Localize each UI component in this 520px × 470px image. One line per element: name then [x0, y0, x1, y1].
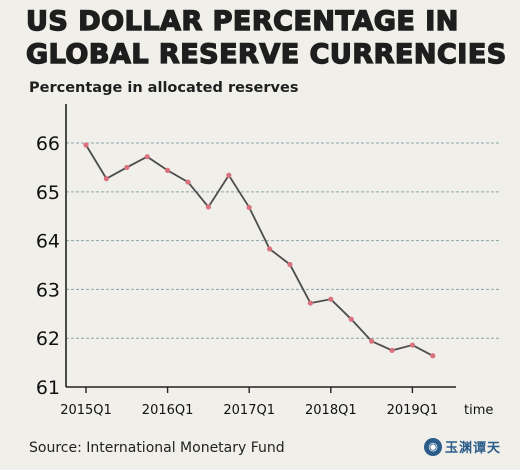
data-point — [165, 167, 171, 173]
logo-mark-icon: ◉ — [424, 437, 442, 456]
data-point — [205, 204, 211, 210]
data-point — [409, 342, 415, 348]
data-point — [144, 154, 150, 160]
data-point — [287, 261, 293, 268]
data-point — [246, 204, 252, 211]
source-note: Source: International Monetary Fund — [29, 440, 285, 456]
x-axis-label: time — [464, 403, 493, 418]
y-tick-label: 61 — [36, 377, 60, 399]
y-tick-label: 64 — [36, 231, 60, 253]
y-tick-label: 63 — [36, 279, 60, 301]
data-point — [348, 316, 354, 322]
x-tick-label: 2018Q1 — [305, 403, 357, 418]
data-point — [83, 142, 89, 148]
data-point — [185, 179, 191, 185]
data-point — [328, 296, 334, 302]
data-point — [430, 353, 436, 359]
chart-title-line-1: US DOLLAR PERCENTAGE IN — [25, 6, 459, 37]
data-point — [124, 164, 130, 171]
data-point — [226, 172, 232, 178]
chart-title-line-2: GLOBAL RESERVE CURRENCIES — [25, 39, 507, 70]
logo-text: 玉渊谭天 — [445, 441, 502, 456]
data-point — [103, 176, 109, 182]
y-axis-label: Percentage in allocated reserves — [29, 80, 299, 96]
y-tick-label: 65 — [36, 182, 60, 204]
x-tick-label: 2019Q1 — [387, 403, 439, 418]
data-point — [369, 338, 375, 344]
x-tick-label: 2016Q1 — [142, 403, 194, 418]
data-point — [307, 300, 313, 306]
x-tick-label: 2017Q1 — [223, 403, 275, 418]
series-line — [85, 144, 434, 357]
x-tick-label: 2015Q1 — [60, 403, 112, 418]
data-point — [267, 246, 273, 252]
y-tick-label: 66 — [36, 133, 60, 155]
data-point — [389, 347, 395, 354]
y-tick-label: 62 — [36, 328, 60, 350]
publisher-logo: ◉ 玉渊谭天 — [424, 437, 501, 456]
